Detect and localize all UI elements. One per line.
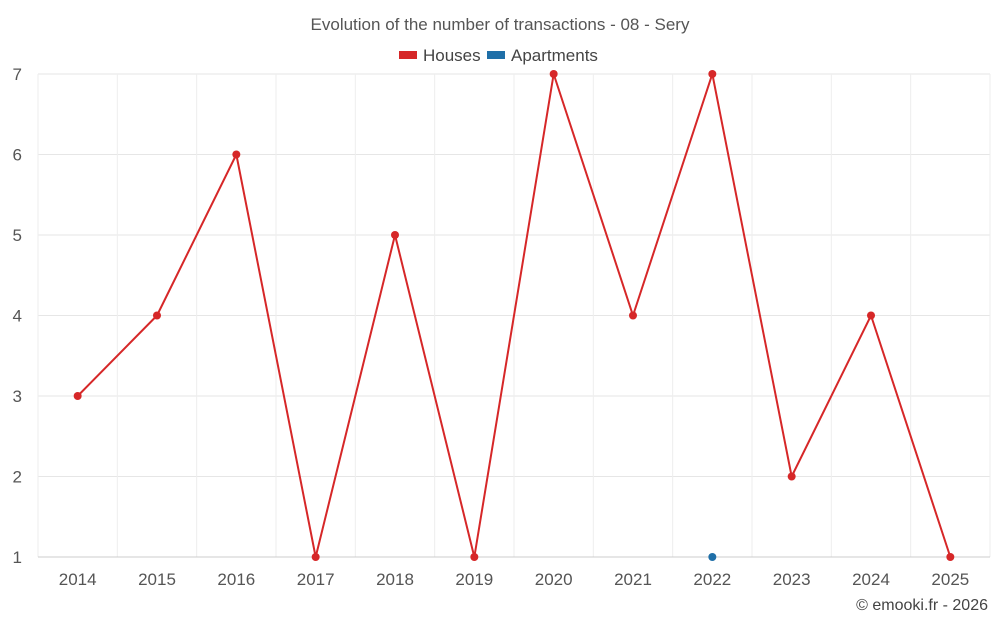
y-tick-label: 4 xyxy=(13,307,22,326)
x-tick-label: 2024 xyxy=(852,570,890,589)
data-point-houses[interactable] xyxy=(470,553,479,561)
credit-text: © emooki.fr - 2026 xyxy=(856,597,988,614)
data-point-houses[interactable] xyxy=(787,472,796,481)
x-tick-label: 2015 xyxy=(138,570,176,589)
y-tick-label: 3 xyxy=(13,387,22,406)
x-tick-label: 2022 xyxy=(693,570,731,589)
data-point-houses[interactable] xyxy=(946,553,955,561)
data-point-houses[interactable] xyxy=(232,150,241,159)
series-line-houses xyxy=(76,70,952,558)
data-point-houses[interactable] xyxy=(153,311,161,320)
legend: Houses Apartments xyxy=(399,46,598,65)
legend-label-houses[interactable]: Houses xyxy=(423,46,481,65)
x-tick-label: 2020 xyxy=(535,570,573,589)
series-layer xyxy=(73,70,955,561)
data-point-houses[interactable] xyxy=(549,70,558,78)
x-tick-label: 2016 xyxy=(217,570,255,589)
data-point-houses[interactable] xyxy=(73,392,82,400)
axes: 1 2 3 4 5 6 7 2014 2015 2016 2017 2018 2019 2020 2021 2… xyxy=(13,65,990,589)
y-tick-label: 6 xyxy=(13,146,22,165)
data-point-houses[interactable] xyxy=(708,70,717,78)
legend-swatch-apartments xyxy=(487,51,505,59)
data-point-houses[interactable] xyxy=(391,231,399,239)
x-tick-label: 2019 xyxy=(455,570,493,589)
y-tick-label: 1 xyxy=(13,548,22,567)
legend-swatch-houses xyxy=(399,51,417,59)
y-tick-label: 5 xyxy=(13,226,22,245)
x-tick-label: 2021 xyxy=(614,570,652,589)
y-tick-label: 2 xyxy=(13,468,22,487)
chart-title: Evolution of the number of transactions … xyxy=(311,15,690,34)
data-point-apartments[interactable] xyxy=(708,553,717,561)
legend-label-apartments[interactable]: Apartments xyxy=(511,46,598,65)
x-tick-label: 2025 xyxy=(931,570,969,589)
x-tick-label: 2023 xyxy=(773,570,811,589)
data-point-houses[interactable] xyxy=(629,311,637,320)
x-tick-label: 2017 xyxy=(297,570,335,589)
x-tick-label: 2018 xyxy=(376,570,414,589)
y-tick-label: 7 xyxy=(13,65,22,84)
x-tick-label: 2014 xyxy=(59,570,97,589)
data-point-houses[interactable] xyxy=(867,311,875,320)
data-point-houses[interactable] xyxy=(311,553,320,561)
